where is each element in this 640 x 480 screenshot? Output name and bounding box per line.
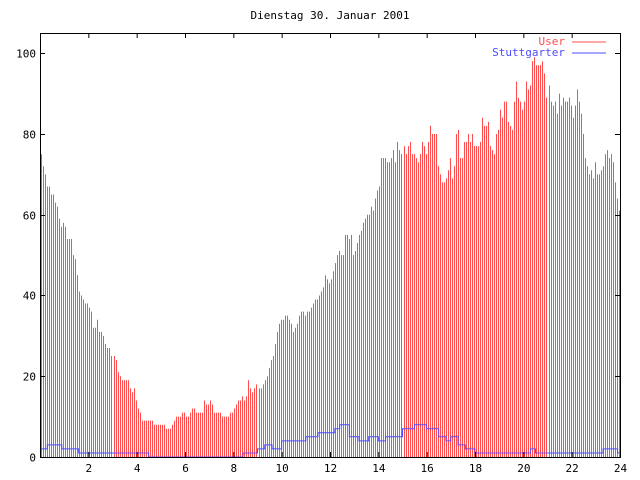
y-tick-label: 20 [23, 371, 36, 384]
x-tick-label: 18 [469, 462, 482, 475]
y-tick-label: 80 [23, 129, 36, 142]
y-tick-label: 40 [23, 290, 36, 303]
x-tick-label: 8 [231, 462, 238, 475]
x-tick-label: 22 [566, 462, 579, 475]
x-tick-label: 20 [517, 462, 530, 475]
x-tick-label: 6 [182, 462, 189, 475]
y-axis: 0 20 40 60 80 100 [16, 48, 620, 465]
y-tick-label: 0 [29, 452, 36, 465]
x-axis: 2 4 6 8 10 12 14 16 18 20 22 24 [86, 33, 628, 475]
y-tick-label: 60 [23, 210, 36, 223]
legend-label-user: User [539, 35, 566, 48]
plot-frame [40, 33, 621, 458]
x-tick-label: 10 [276, 462, 289, 475]
x-tick-label: 16 [421, 462, 434, 475]
legend-label-stuttgarter: Stuttgarter [492, 46, 565, 59]
stuttgarter-line [40, 424, 620, 458]
x-tick-label: 4 [134, 462, 141, 475]
x-tick-label: 14 [372, 462, 386, 475]
x-tick-label: 24 [614, 462, 628, 475]
y-tick-label: 100 [16, 48, 36, 61]
legend: User Stuttgarter [492, 35, 606, 59]
user-impulses [41, 57, 620, 457]
x-tick-label: 2 [86, 462, 93, 475]
chart-title: Dienstag 30. Januar 2001 [251, 9, 410, 22]
x-tick-label: 12 [324, 462, 337, 475]
